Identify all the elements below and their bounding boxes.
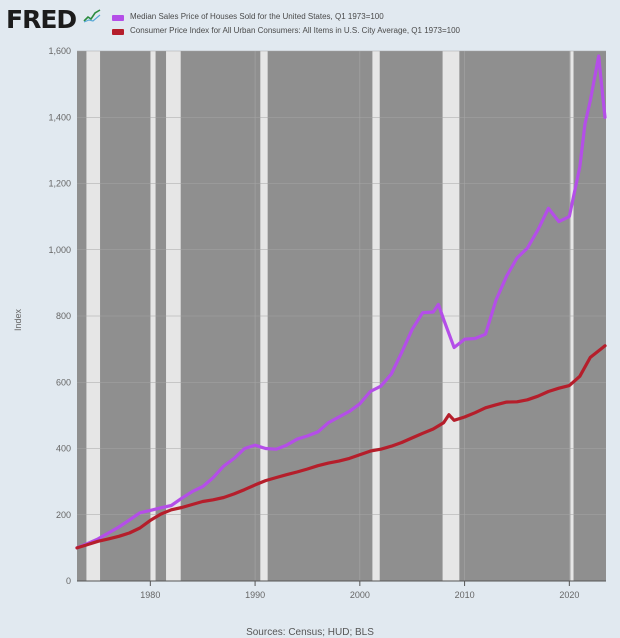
series-line-house-price <box>75 54 607 550</box>
y-tick-label: 200 <box>56 510 71 520</box>
y-tick-label: 600 <box>56 377 71 387</box>
y-axis-ticks: 0 200 400 600 800 1,000 1,200 1,400 1,600 <box>48 46 71 586</box>
legend-label-house-price: Median Sales Price of Houses Sold for th… <box>130 12 384 21</box>
x-tick-label: 2000 <box>350 590 370 600</box>
y-tick-label: 1,600 <box>48 46 71 56</box>
y-tick-label: 1,200 <box>48 179 71 189</box>
y-tick-label: 800 <box>56 311 71 321</box>
y-tick-label: 1,000 <box>48 245 71 255</box>
x-tick-label: 1990 <box>245 590 265 600</box>
x-tick-label: 1980 <box>140 590 160 600</box>
fred-logo-graph-icon <box>83 9 101 23</box>
x-tick-label: 2010 <box>455 590 475 600</box>
legend-label-cpi: Consumer Price Index for All Urban Consu… <box>130 26 461 35</box>
y-tick-label: 400 <box>56 444 71 454</box>
gridlines <box>77 50 606 582</box>
x-axis-ticks: 1980 1990 2000 2010 2020 <box>140 581 579 600</box>
x-tick-label: 2020 <box>559 590 579 600</box>
y-tick-label: 1,400 <box>48 112 71 122</box>
series-lines <box>75 54 607 550</box>
y-axis-label: Index <box>13 308 23 331</box>
fred-logo[interactable]: FRED <box>6 5 77 34</box>
legend-swatch-house-price <box>112 15 124 21</box>
source-note: Sources: Census; HUD; BLS <box>246 627 374 638</box>
chart-header: FRED Median Sales Price of Houses Sold f… <box>0 0 620 44</box>
series-line-cpi <box>75 344 607 550</box>
legend-swatch-cpi <box>112 29 124 35</box>
y-tick-label: 0 <box>66 576 71 586</box>
